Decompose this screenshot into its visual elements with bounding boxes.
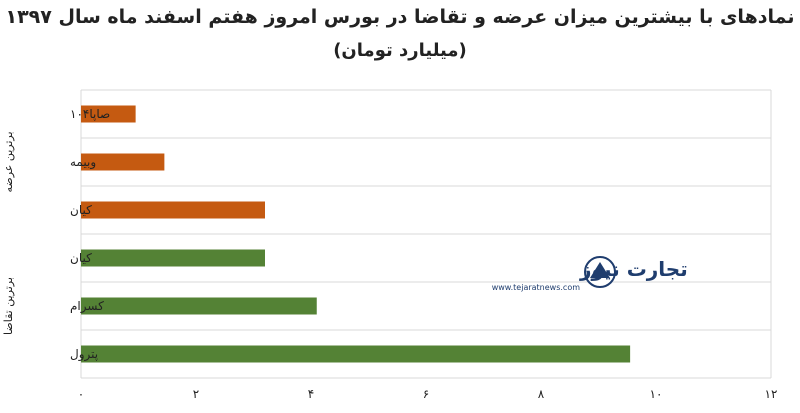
gridlines [80,89,772,379]
bar [81,105,136,123]
category-label: کسرام [70,299,104,314]
bar [81,345,631,363]
chart-title: نمادهای با بیشترین میزان عرضه و تقاضا در… [5,6,795,28]
category-labels: صاپا۱۰۴ وبیمه کیان کیان کسرام پترول [70,107,110,362]
bar [81,297,317,315]
watermark-brand: تجارت نیوز [579,257,688,281]
category-label: وبیمه [70,155,96,170]
category-label: کیان [70,203,92,217]
bar [81,153,165,171]
watermark-url: www.tejaratnews.com [492,283,580,292]
watermark-logo: تجارت نیوز www.tejaratnews.com [492,256,688,292]
x-tick-label: ۲ [193,387,199,401]
group-labels: برترین عرضه برترین تقاضا [2,131,15,334]
x-tick-label: ۸ [538,387,545,401]
x-tick-label: ۱۰ [650,387,663,401]
chart-subtitle: (میلیارد تومان) [333,40,467,61]
x-tick-label: ۱۲ [765,387,778,401]
x-tick-label: ۶ [423,387,429,401]
bar [81,249,265,267]
group-label: برترین عرضه [2,131,15,192]
x-tick-label: ۴ [308,387,314,401]
x-tick-labels: ۰ ۲ ۴ ۶ ۸ ۱۰ ۱۲ [78,387,778,401]
bar [81,201,265,219]
category-label: صاپا۱۰۴ [70,107,110,121]
group-label: برترین تقاضا [2,277,15,335]
logo-arrow-icon [590,262,610,278]
x-tick-label: ۰ [78,387,84,401]
category-label: کیان [70,251,92,265]
category-label: پترول [70,347,98,362]
bars [81,105,631,363]
